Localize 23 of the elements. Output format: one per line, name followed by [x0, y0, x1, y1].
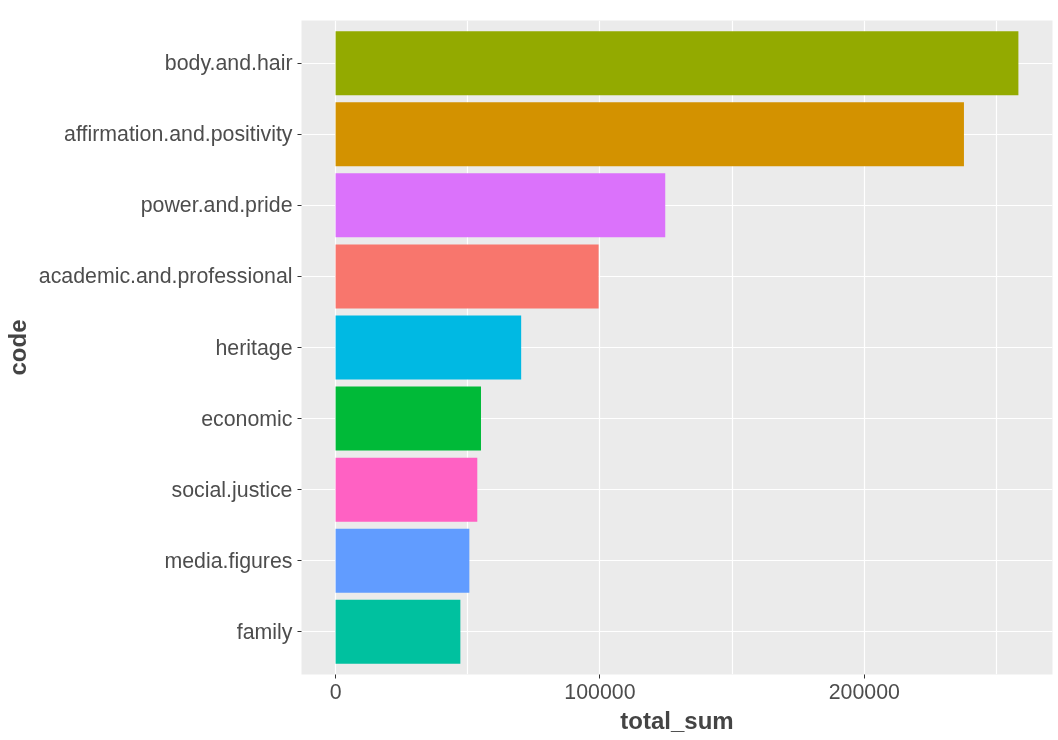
bar [335, 599, 461, 664]
bar [335, 457, 478, 522]
y-tick-label: heritage [215, 335, 293, 360]
y-tick-label: power.and.pride [140, 193, 293, 218]
y-axis-title: code [3, 319, 31, 376]
bar [335, 173, 666, 238]
y-tick-label: family [236, 619, 293, 644]
bar [335, 102, 964, 167]
x-tick-label: 100000 [564, 679, 636, 704]
y-tick-label: academic.and.professional [38, 264, 293, 289]
x-tick-label: 200000 [828, 679, 901, 704]
bar [335, 315, 522, 380]
y-tick-label: media.figures [164, 548, 293, 573]
y-tick-label: body.and.hair [164, 51, 293, 76]
bar [335, 244, 599, 309]
x-tick-label: 0 [329, 679, 342, 704]
bar [335, 528, 470, 593]
x-axis-title: total_sum [620, 706, 734, 734]
y-tick-label: economic [201, 406, 293, 431]
y-tick-label: affirmation.and.positivity [64, 122, 293, 147]
bar [335, 386, 481, 451]
y-tick-label: social.justice [171, 477, 293, 502]
bar [335, 31, 1019, 96]
